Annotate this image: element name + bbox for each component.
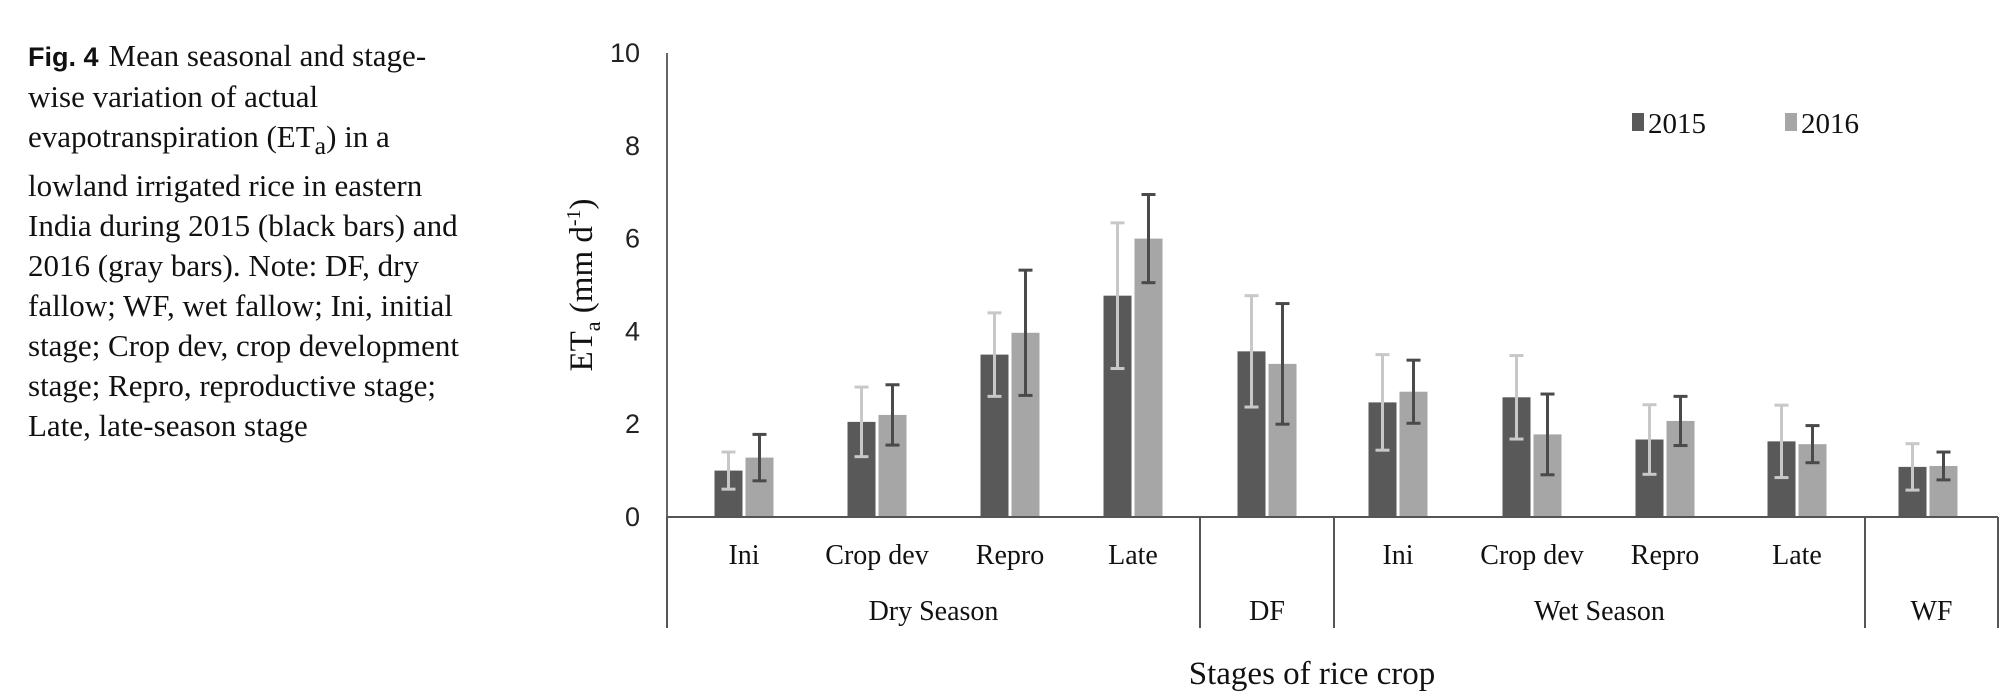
caption-text-pre: Mean seasonal and stage-wise variation o… [28,38,427,154]
legend-label: 2016 [1801,108,1859,140]
y-axis-title: ETa (mm d-1) [563,198,605,371]
y-tick-label: 4 [625,316,640,346]
x-category-label: Crop dev [825,540,928,571]
x-group-label: DF [1249,596,1285,627]
figure-label: Fig. 4 [28,42,99,72]
caption-text-post: ) in a lowland irrigated rice in eastern… [28,119,460,444]
y-tick-label: 10 [610,38,640,68]
x-axis-title: Stages of rice crop [1189,656,1436,692]
caption-subscript: a [314,131,327,161]
x-category-label: Late [1772,540,1822,571]
legend-label: 2015 [1648,108,1706,140]
x-category-label: Repro [1631,540,1699,571]
x-group-label: WF [1911,596,1953,627]
bar-2016 [1134,238,1163,517]
x-category-label: Late [1108,540,1158,571]
y-tick-label: 6 [625,224,640,254]
x-group-label: Dry Season [869,596,999,627]
x-category-label: Repro [976,540,1044,571]
legend-swatch-2016 [1785,113,1797,131]
y-tick-label: 0 [625,502,640,532]
x-group-label: Wet Season [1534,596,1665,627]
legend-swatch-2015 [1632,113,1644,131]
x-category-label: Ini [1382,540,1413,571]
y-tick-label: 2 [625,409,640,439]
figure-caption: Fig. 4 Mean seasonal and stage-wise varia… [28,36,478,446]
y-tick-label: 8 [625,131,640,161]
x-category-label: Ini [728,540,759,571]
x-category-label: Crop dev [1480,540,1583,571]
